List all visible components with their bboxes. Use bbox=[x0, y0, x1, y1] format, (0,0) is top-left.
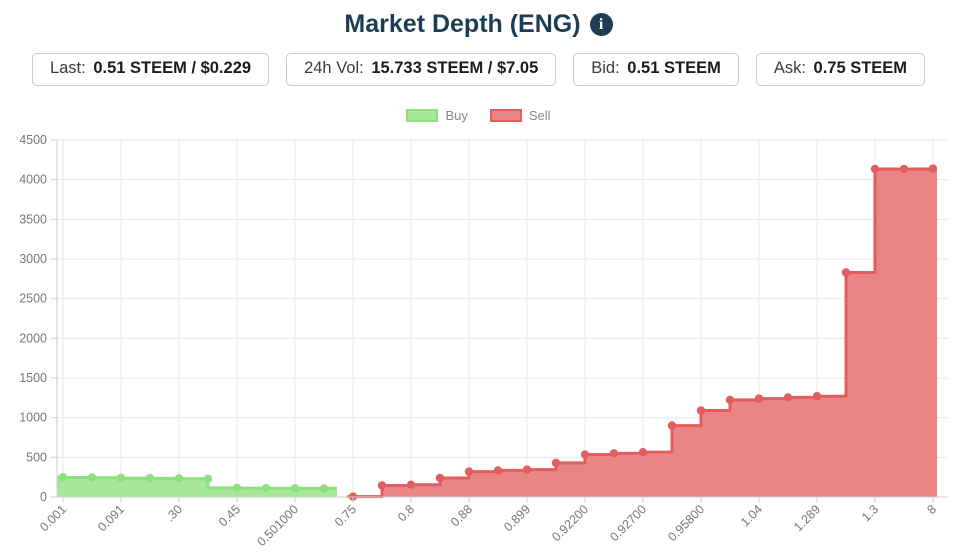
market-stats-row: Last: 0.51 STEEM / $0.229 24h Vol: 15.73… bbox=[0, 53, 957, 86]
x-axis-tick-label: 0.75 bbox=[332, 502, 359, 529]
info-circle-icon[interactable]: i bbox=[589, 13, 613, 36]
sell-data-point[interactable] bbox=[377, 481, 387, 490]
buy-data-point[interactable] bbox=[58, 472, 68, 482]
legend-label-sell: Sell bbox=[528, 108, 551, 123]
y-axis-tick-label: 4000 bbox=[19, 173, 47, 187]
sell-data-point[interactable] bbox=[406, 480, 416, 489]
sell-data-point[interactable] bbox=[783, 393, 793, 402]
x-axis-tick-label: 1.289 bbox=[791, 502, 823, 534]
sell-data-point[interactable] bbox=[899, 164, 909, 174]
x-axis-tick-label: 0.001 bbox=[37, 502, 69, 534]
legend-item-sell[interactable]: Sell bbox=[489, 108, 551, 123]
stat-ask: Ask: 0.75 STEEM bbox=[755, 53, 926, 86]
sell-data-point[interactable] bbox=[841, 268, 851, 277]
sell-data-point[interactable] bbox=[551, 458, 561, 468]
y-axis-tick-label: 2500 bbox=[19, 292, 47, 306]
x-axis-tick-label: .30 bbox=[163, 502, 185, 524]
buy-data-point[interactable] bbox=[87, 473, 97, 482]
stat-value: 0.51 STEEM / $0.229 bbox=[93, 59, 252, 77]
depth-chart-canvas[interactable]: 0 500 1000 1500 2000 2500 3000 3500 4000 4500 0.00… bbox=[0, 132, 957, 557]
x-axis-tick-label: 0.95800 bbox=[665, 502, 707, 544]
y-axis-tick-label: 0 bbox=[40, 490, 47, 504]
chart-legend: Buy Sell bbox=[0, 108, 957, 123]
sell-data-point[interactable] bbox=[870, 164, 880, 174]
sell-data-point[interactable] bbox=[435, 473, 445, 483]
buy-data-point[interactable] bbox=[203, 474, 213, 483]
stat-value: 0.75 STEEM bbox=[813, 59, 908, 77]
buy-data-point[interactable] bbox=[261, 483, 271, 493]
y-axis-tick-label: 1000 bbox=[19, 411, 47, 425]
sell-data-point[interactable] bbox=[725, 395, 735, 405]
stat-last-price: Last: 0.51 STEEM / $0.229 bbox=[31, 53, 270, 86]
y-axis-tick-label: 3000 bbox=[19, 252, 47, 266]
sell-swatch-icon bbox=[489, 109, 522, 122]
page-title: Market Depth (ENG) bbox=[344, 10, 581, 38]
sell-data-point[interactable] bbox=[522, 465, 532, 474]
y-axis-tick-label: 500 bbox=[26, 450, 47, 464]
x-axis-tick-label: 0.92700 bbox=[607, 502, 649, 544]
x-axis-tick-label: 8 bbox=[924, 502, 939, 517]
buy-data-point[interactable] bbox=[145, 473, 155, 483]
x-axis-tick-label: 1.04 bbox=[738, 502, 765, 529]
x-axis-tick-label: 1.3 bbox=[859, 502, 881, 524]
x-axis-tick-label: 0.899 bbox=[501, 502, 533, 534]
buy-data-point[interactable] bbox=[174, 474, 184, 483]
stat-label: Bid: bbox=[591, 59, 620, 77]
buy-data-point[interactable] bbox=[319, 484, 329, 493]
x-axis-tick-label: 0.8 bbox=[395, 502, 417, 524]
sell-data-point[interactable] bbox=[928, 164, 938, 173]
sell-data-point[interactable] bbox=[638, 447, 648, 457]
x-axis-tick-label: 0.501000 bbox=[254, 502, 301, 549]
sell-data-point[interactable] bbox=[464, 467, 474, 476]
stat-value: 0.51 STEEM bbox=[627, 59, 721, 77]
y-axis-tick-label: 4500 bbox=[19, 133, 47, 147]
sell-depth-area bbox=[347, 168, 937, 497]
x-axis-tick-label: 0.88 bbox=[448, 502, 475, 529]
legend-label-buy: Buy bbox=[445, 108, 468, 123]
stat-bid: Bid: 0.51 STEEM bbox=[573, 53, 739, 86]
stat-value: 15.733 STEEM / $7.05 bbox=[371, 59, 539, 77]
x-axis-tick-label: 0.92200 bbox=[549, 502, 591, 544]
x-axis-tick-label: 0.091 bbox=[95, 502, 127, 534]
buy-swatch-icon bbox=[406, 109, 439, 122]
y-axis-tick-label: 2000 bbox=[19, 331, 47, 345]
stat-24h-volume: 24h Vol: 15.733 STEEM / $7.05 bbox=[286, 53, 557, 86]
buy-data-point[interactable] bbox=[290, 484, 300, 493]
y-axis-tick-label: 1500 bbox=[19, 371, 47, 385]
stat-label: Last: bbox=[49, 59, 86, 77]
sell-data-point[interactable] bbox=[812, 392, 822, 401]
stat-label: 24h Vol: bbox=[304, 59, 364, 77]
y-axis-tick-label: 3500 bbox=[19, 212, 47, 226]
sell-data-point[interactable] bbox=[696, 406, 706, 415]
legend-item-buy[interactable]: Buy bbox=[406, 108, 468, 123]
x-axis-tick-label: 0.45 bbox=[216, 502, 243, 529]
sell-data-point[interactable] bbox=[580, 450, 590, 459]
buy-data-point[interactable] bbox=[232, 483, 242, 493]
stat-label: Ask: bbox=[773, 59, 806, 77]
sell-data-point[interactable] bbox=[609, 449, 619, 458]
depth-chart-svg[interactable]: 0 500 1000 1500 2000 2500 3000 3500 4000 4500 0.00… bbox=[0, 132, 957, 557]
buy-data-point[interactable] bbox=[116, 473, 126, 483]
sell-data-point[interactable] bbox=[493, 466, 503, 475]
sell-data-point[interactable] bbox=[667, 421, 677, 430]
sell-data-point[interactable] bbox=[754, 394, 764, 403]
page-header: Market Depth (ENG) i bbox=[0, 0, 957, 39]
